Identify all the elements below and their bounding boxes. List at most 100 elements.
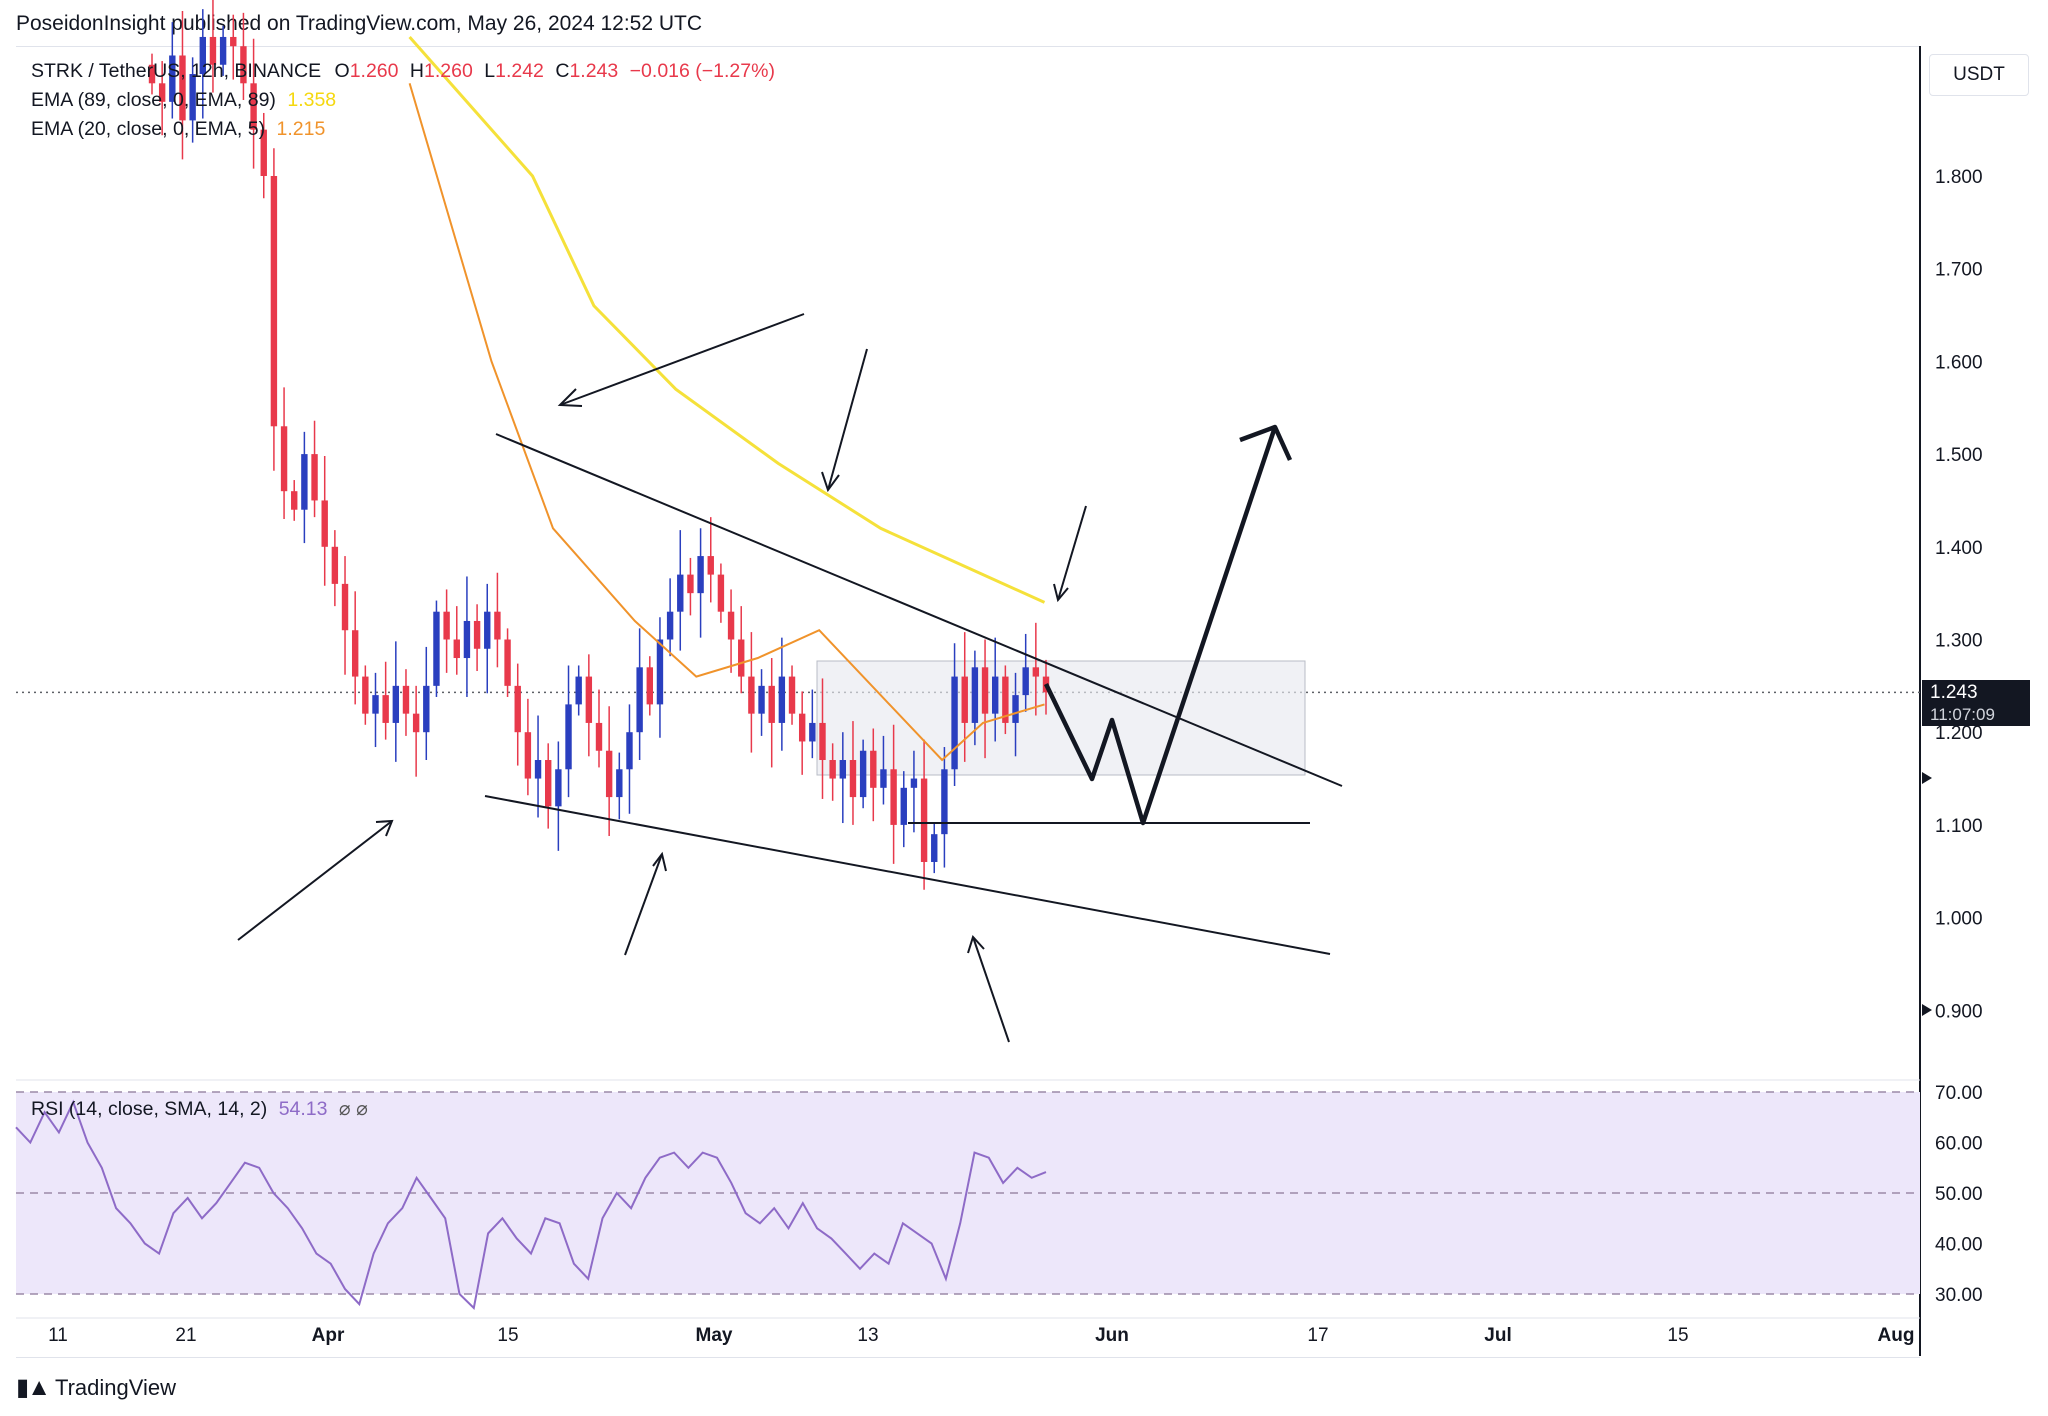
ema89-value: 1.358 xyxy=(287,89,337,111)
candle xyxy=(331,530,339,607)
price-tick-label: 1.500 xyxy=(1935,445,1983,466)
candle xyxy=(1002,665,1009,735)
candle xyxy=(311,420,318,518)
candle xyxy=(423,646,430,761)
candle xyxy=(270,148,278,471)
tradingview-brand: TradingView xyxy=(54,1374,177,1400)
time-tick-label: Aug xyxy=(1878,1325,1915,1346)
rsi-tick-label: 40.00 xyxy=(1935,1235,1983,1256)
price-tick-label: 0.900 xyxy=(1935,1001,1983,1022)
candle xyxy=(707,517,714,603)
ema20-label: EMA (20, close, 0, EMA, 5) xyxy=(31,118,266,140)
candle xyxy=(727,589,735,673)
price-tick-label: 1.800 xyxy=(1935,167,1983,188)
rsi-tick-label: 30.00 xyxy=(1935,1285,1983,1306)
candle xyxy=(951,643,958,786)
tradingview-logo-icon: ▮▲ xyxy=(16,1374,51,1401)
candle xyxy=(839,732,847,824)
rsi-hidden-icons[interactable]: ⌀ ⌀ xyxy=(338,1098,368,1120)
rsi-line xyxy=(15,1099,1047,1311)
candle xyxy=(148,53,156,95)
time-tick-label: 13 xyxy=(857,1325,878,1346)
candle xyxy=(565,665,572,798)
candle xyxy=(514,663,521,766)
candle xyxy=(595,689,603,768)
l-label: L xyxy=(484,60,496,82)
candle xyxy=(169,22,176,119)
arrow-2 xyxy=(827,348,868,491)
candle xyxy=(341,556,349,675)
h-label: H xyxy=(409,60,425,82)
candle xyxy=(788,665,796,725)
arrow-4-head xyxy=(375,819,394,837)
rsi-tick-label: 60.00 xyxy=(1935,1134,1983,1155)
ema89-label: EMA (89, close, 0, EMA, 89) xyxy=(31,89,276,111)
time-tick-label: 15 xyxy=(497,1325,518,1346)
arrow-5-head xyxy=(652,851,667,872)
ema20-legend[interactable]: EMA (20, close, 0, EMA, 5) 1.215 xyxy=(31,118,325,141)
price-tick-label: 1.200 xyxy=(1935,723,1983,744)
wedge-lower-trendline xyxy=(484,795,1331,955)
ema89-legend[interactable]: EMA (89, close, 0, EMA, 89) 1.358 xyxy=(31,89,336,112)
candle xyxy=(920,739,928,890)
candle xyxy=(931,823,938,874)
rsi-tick-label: 70.00 xyxy=(1935,1083,1983,1104)
candle xyxy=(859,739,867,809)
publisher-line: PoseidonInsight published on TradingView… xyxy=(16,12,703,35)
last-price-value: 1.243 xyxy=(1930,682,1978,703)
candle xyxy=(545,743,552,829)
ema20-line xyxy=(408,83,1045,762)
candle xyxy=(666,578,674,657)
candle xyxy=(412,685,420,777)
rsi-label: RSI (14, close, SMA, 14, 2) xyxy=(31,1098,268,1120)
symbol-legend[interactable]: STRK / TetherUS, 12h, BINANCE O1.260 H1.… xyxy=(31,60,775,83)
projection-arrowhead xyxy=(1239,424,1293,461)
candle xyxy=(900,771,907,848)
candle xyxy=(321,455,328,586)
currency-button[interactable]: USDT xyxy=(1929,54,2029,96)
arrow-1 xyxy=(559,313,805,406)
candle xyxy=(362,665,369,725)
candle xyxy=(758,669,765,736)
candle xyxy=(484,583,491,694)
tradingview-logo[interactable]: ▮▲ TradingView xyxy=(16,1373,176,1402)
candle xyxy=(717,563,725,623)
candle xyxy=(1012,672,1019,757)
candle xyxy=(382,661,389,740)
candle xyxy=(748,632,755,753)
price-tick-label: 1.300 xyxy=(1935,631,1983,652)
annotation-arrows xyxy=(237,313,1087,1043)
o-label: O xyxy=(334,60,350,82)
candle xyxy=(870,728,877,822)
price-tick-label: 1.700 xyxy=(1935,260,1983,281)
candle xyxy=(778,637,786,751)
candle xyxy=(433,600,440,697)
candle xyxy=(463,576,471,697)
candle xyxy=(351,591,359,705)
candle xyxy=(555,741,562,851)
candle xyxy=(890,724,897,864)
price-tick-label: 1.400 xyxy=(1935,538,1983,559)
candle xyxy=(646,656,653,716)
arrow-6 xyxy=(972,936,1010,1043)
candle xyxy=(250,38,257,169)
candle xyxy=(819,678,826,799)
candle xyxy=(534,715,542,818)
rsi-legend[interactable]: RSI (14, close, SMA, 14, 2) 54.13 ⌀ ⌀ xyxy=(31,1097,368,1121)
candle xyxy=(585,654,593,757)
price-tick-label: 1.000 xyxy=(1935,909,1983,930)
candle xyxy=(504,628,511,697)
candle xyxy=(524,698,532,796)
arrow-3 xyxy=(1057,505,1087,601)
candle xyxy=(402,669,410,736)
candle xyxy=(849,721,857,825)
arrow-3-head xyxy=(1053,583,1069,603)
candle xyxy=(260,112,267,199)
candle xyxy=(240,12,247,100)
arrow-5 xyxy=(624,853,663,956)
candle xyxy=(626,704,633,814)
candle xyxy=(697,528,704,638)
arrow-4 xyxy=(237,820,393,941)
time-tick-label: 17 xyxy=(1307,1325,1328,1346)
